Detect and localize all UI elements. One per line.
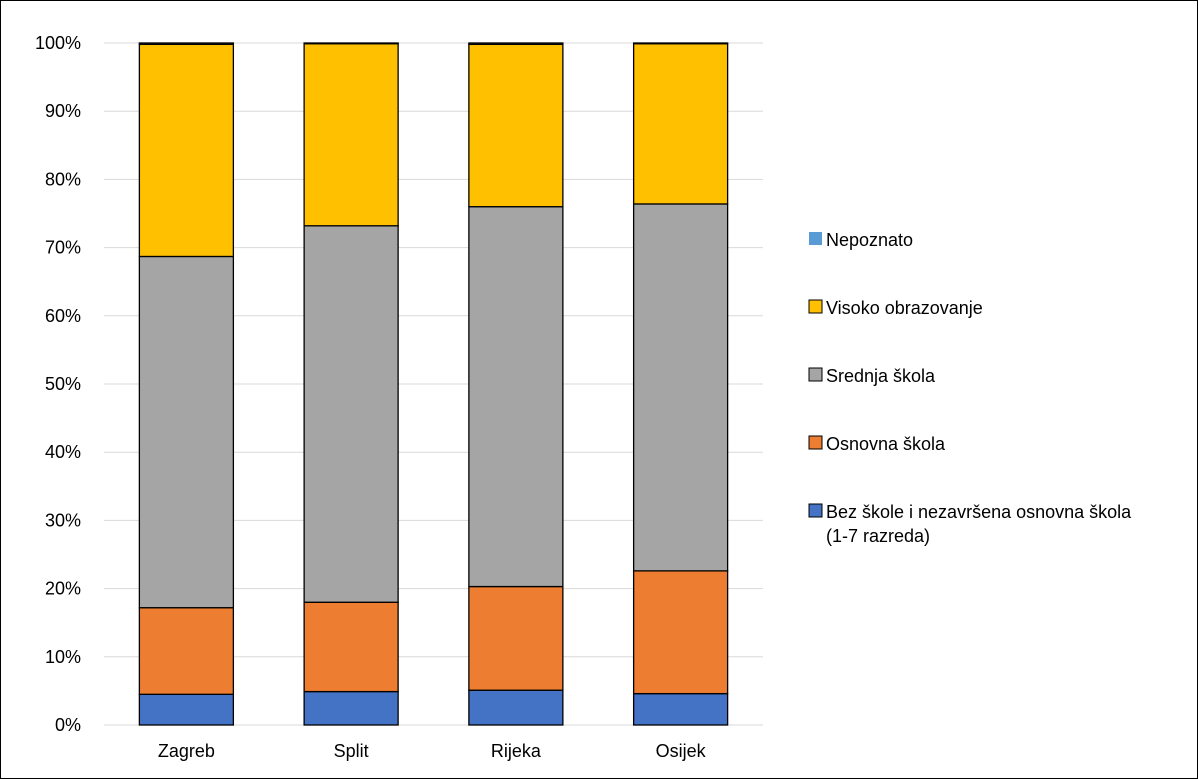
bar-segment: [303, 42, 399, 45]
legend-swatch: [808, 367, 823, 382]
y-tick-label: 70%: [45, 238, 81, 258]
y-tick-label: 100%: [35, 33, 81, 53]
legend-item: Bez škole i nezavršena osnovna škola (1-7…: [808, 502, 1132, 546]
x-tick-label: Osijek: [656, 741, 707, 761]
y-tick-label: 90%: [45, 101, 81, 121]
legend-swatch: [808, 299, 823, 314]
y-tick-label: 50%: [45, 374, 81, 394]
bar-segment: [632, 692, 729, 726]
bar-segment: [138, 607, 235, 695]
legend-swatch: [808, 503, 823, 518]
bar-segment: [632, 42, 729, 45]
y-tick-label: 20%: [45, 579, 81, 599]
y-tick-label: 60%: [45, 306, 81, 326]
bar-segment: [303, 690, 399, 726]
bar-segment: [138, 43, 235, 258]
bar-segment: [632, 570, 729, 695]
legend-label: Bez škole i nezavršena osnovna škola: [826, 502, 1132, 522]
bar-segment: [138, 693, 235, 726]
legend-swatch: [808, 435, 823, 450]
x-tick-label: Zagreb: [158, 741, 215, 761]
x-tick-label: Split: [334, 741, 369, 761]
legend-item: Visoko obrazovanje: [808, 298, 983, 318]
legend-swatch: [809, 232, 822, 245]
legend-item: Srednja škola: [808, 366, 936, 386]
bar-segment: [138, 42, 235, 46]
bar-segment: [138, 255, 235, 609]
legend-label: (1-7 razreda): [826, 526, 930, 546]
bar-segment: [468, 43, 564, 208]
y-axis: 0% 10% 20% 30% 40% 50% 60% 70% 80% 90% 100%: [35, 33, 81, 735]
bars: [138, 42, 729, 726]
legend-label: Nepoznato: [826, 230, 913, 250]
bar-segment: [468, 42, 564, 46]
y-tick-label: 10%: [45, 647, 81, 667]
legend-item: Osnovna škola: [808, 434, 946, 454]
bar-segment: [303, 601, 399, 693]
legend-label: Visoko obrazovanje: [826, 298, 983, 318]
y-tick-label: 0%: [55, 715, 81, 735]
legend: Nepoznato Visoko obrazovanje Srednja škola…: [808, 230, 1132, 546]
legend-item: Nepoznato: [809, 230, 913, 250]
y-tick-label: 40%: [45, 442, 81, 462]
legend-label: Osnovna škola: [826, 434, 946, 454]
y-tick-label: 80%: [45, 169, 81, 189]
x-axis: Zagreb Split Rijeka Osijek: [158, 741, 707, 761]
bar-segment: [468, 585, 564, 691]
bar-segment: [468, 206, 564, 588]
bar-segment: [632, 203, 729, 572]
bar-segment: [303, 225, 399, 603]
y-tick-label: 30%: [45, 510, 81, 530]
bar-segment: [468, 689, 564, 726]
bar-segment: [632, 43, 729, 205]
legend-label: Srednja škola: [826, 366, 936, 386]
bar-segment: [303, 43, 399, 227]
x-tick-label: Rijeka: [491, 741, 542, 761]
